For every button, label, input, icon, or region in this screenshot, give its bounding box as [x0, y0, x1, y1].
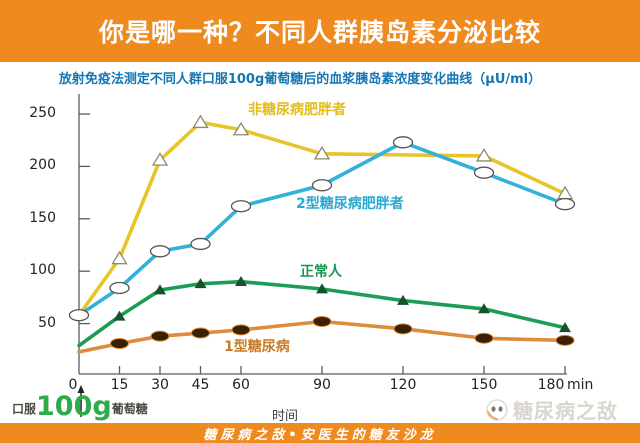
marker-triangle-open	[313, 145, 331, 160]
x-tick-label: 90	[313, 377, 331, 393]
glucose-note-prefix: 口服	[12, 402, 37, 416]
y-tick-label: 150	[29, 209, 56, 226]
x-axis-title: 时间	[271, 409, 298, 424]
marker-ellipse-filled	[393, 323, 413, 335]
marker-ellipse-filled	[474, 332, 494, 344]
marker-ellipse-open	[392, 136, 414, 149]
marker-ellipse-filled	[231, 324, 251, 336]
y-tick-label: 50	[38, 314, 56, 331]
marker-ellipse-filled	[191, 327, 210, 339]
marker-triangle-filled	[154, 284, 166, 295]
series-label: 非糖尿病肥胖者	[248, 102, 346, 118]
marker-ellipse-open	[230, 200, 252, 213]
marker-ellipse-filled	[555, 334, 575, 346]
y-tick-label: 250	[29, 105, 56, 121]
marker-ellipse-open	[311, 179, 333, 192]
marker-triangle-open	[475, 148, 493, 162]
x-axis-unit-label: min	[567, 377, 594, 393]
marker-ellipse-open	[554, 197, 576, 211]
marker-triangle-filled	[478, 303, 490, 314]
footer-bar: 糖尿病之敌•安医生的糖友沙龙	[0, 423, 640, 443]
y-tick-label: 200	[29, 157, 56, 174]
marker-ellipse-filled	[150, 330, 170, 342]
x-tick-label: 15	[110, 377, 129, 393]
x-tick-label: 120	[389, 377, 417, 393]
marker-ellipse-open	[109, 281, 130, 295]
marker-triangle-open	[232, 121, 250, 136]
marker-triangle-filled	[113, 310, 126, 321]
y-tick-label: 100	[29, 262, 56, 279]
marker-ellipse-open	[190, 237, 211, 251]
watermark: 糖尿病之敌	[485, 395, 618, 424]
footer-slogan: 糖尿病之敌•安医生的糖友沙龙	[203, 427, 437, 443]
series-label: 1型糖尿病	[224, 339, 290, 355]
x-tick-label: 30	[151, 377, 169, 393]
marker-triangle-filled	[235, 275, 247, 286]
marker-triangle-open	[111, 250, 128, 265]
x-tick-label: 60	[232, 377, 250, 393]
glucose-note-suffix: 葡萄糖	[111, 402, 148, 416]
marker-triangle-open	[192, 114, 209, 129]
x-tick-label: 180	[537, 377, 565, 393]
title-banner: 你是哪一种？不同人群胰岛素分泌比较	[0, 0, 640, 62]
marker-triangle-open	[151, 152, 169, 166]
watermark-text: 糖尿病之敌	[513, 399, 618, 423]
marker-triangle-filled	[194, 278, 207, 289]
marker-triangle-filled	[559, 322, 571, 333]
marker-triangle-filled	[397, 294, 409, 305]
x-tick-label: 0	[68, 377, 78, 393]
series-label: 正常人	[300, 264, 342, 280]
marker-ellipse-open	[149, 245, 171, 258]
x-tick-label: 150	[470, 377, 498, 393]
oral-glucose-note: 口服 100g 葡萄糖	[12, 391, 148, 422]
series-label: 2型糖尿病肥胖者	[296, 196, 404, 212]
panda-logo-icon	[486, 398, 508, 421]
x-tick-label: 45	[191, 377, 210, 393]
glucose-amount: 100g	[36, 391, 112, 422]
chart-subtitle: 放射免疫法测定不同人群口服100g葡萄糖后的血浆胰岛素浓度变化曲线（μU/ml）	[58, 72, 542, 87]
marker-ellipse-open	[473, 166, 495, 179]
marker-ellipse-filled	[110, 338, 129, 350]
marker-ellipse-filled	[312, 316, 332, 328]
page-title: 你是哪一种？不同人群胰岛素分泌比较	[98, 18, 541, 47]
marker-triangle-filled	[316, 283, 328, 294]
glucose-arrow-head	[77, 385, 85, 393]
marker-ellipse-open	[68, 309, 90, 322]
